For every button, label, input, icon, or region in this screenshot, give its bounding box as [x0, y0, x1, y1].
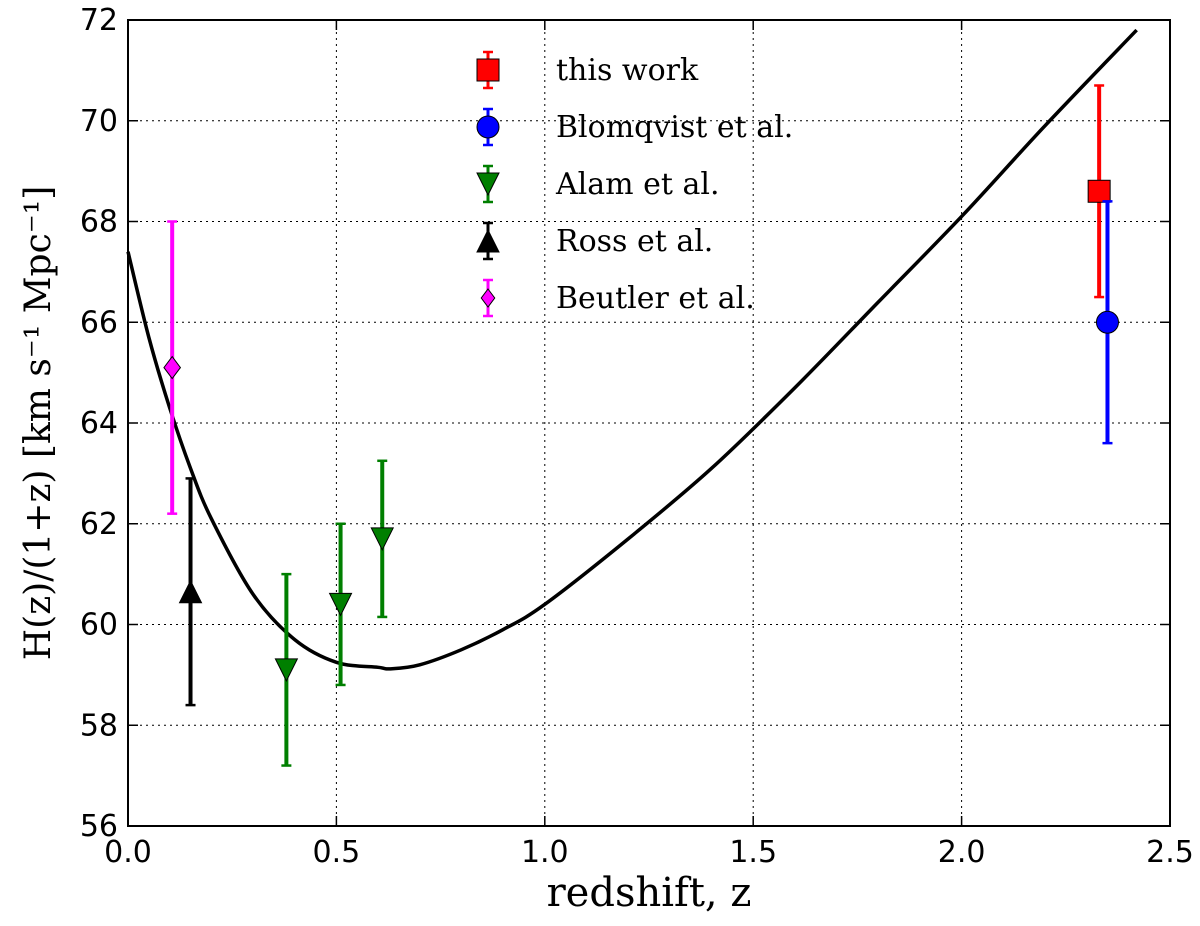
legend-blomqvist-et-al-label: Blomqvist et al.	[556, 110, 793, 145]
legend-alam-et-al-marker	[476, 172, 500, 197]
blomqvist-et-al-point	[1095, 310, 1119, 334]
grid	[128, 20, 1170, 826]
y-axis-label: H(z)/(1+z) [km s⁻¹ Mpc⁻¹]	[18, 186, 59, 661]
ross-et-al-point	[178, 579, 203, 604]
y-tick-label: 68	[80, 205, 118, 240]
x-tick-label: 0.0	[104, 835, 152, 870]
alam-et-al-point	[370, 527, 395, 551]
y-tick-label: 64	[80, 406, 118, 441]
x-tick-label: 2.5	[1146, 835, 1194, 870]
model-curve-layer	[126, 28, 1138, 671]
y-tick-label: 70	[80, 104, 118, 139]
y-tick-label: 56	[80, 809, 118, 844]
alam-et-al-point	[274, 658, 299, 682]
legend-beutler-et-al-label: Beutler et al.	[556, 281, 755, 316]
this-work-point	[1087, 179, 1111, 203]
beutler-et-al-point	[163, 355, 182, 380]
legend-beutler-et-al-marker	[480, 288, 496, 308]
x-tick-label: 1.0	[521, 835, 569, 870]
legend-blomqvist-et-al-marker	[476, 115, 500, 139]
legend-this-work-marker	[476, 58, 500, 82]
legend-ross-et-al-marker	[476, 228, 500, 253]
axis-ticks: 0.0 0.5 1.0 1.5 2.0 2.5 56 58 60 62 64 66 68 70 72	[80, 3, 1194, 870]
data-points	[163, 84, 1119, 767]
x-axis-label: redshift, z	[547, 870, 752, 916]
legend: this work Blomqvist et al. Alam et al. Ross…	[476, 50, 793, 318]
x-tick-label: 0.5	[313, 835, 361, 870]
y-tick-label: 60	[80, 608, 118, 643]
model-curve	[126, 28, 1138, 671]
y-tick-label: 62	[80, 507, 118, 542]
y-tick-label: 58	[80, 708, 118, 743]
y-tick-label: 72	[80, 3, 118, 38]
legend-this-work-label: this work	[556, 53, 699, 88]
x-tick-label: 1.5	[729, 835, 777, 870]
legend-ross-et-al-label: Ross et al.	[556, 224, 713, 259]
legend-alam-et-al-label: Alam et al.	[555, 167, 720, 202]
alam-et-al-point	[328, 592, 353, 617]
y-tick-label: 66	[80, 305, 118, 340]
x-tick-label: 2.0	[938, 835, 986, 870]
